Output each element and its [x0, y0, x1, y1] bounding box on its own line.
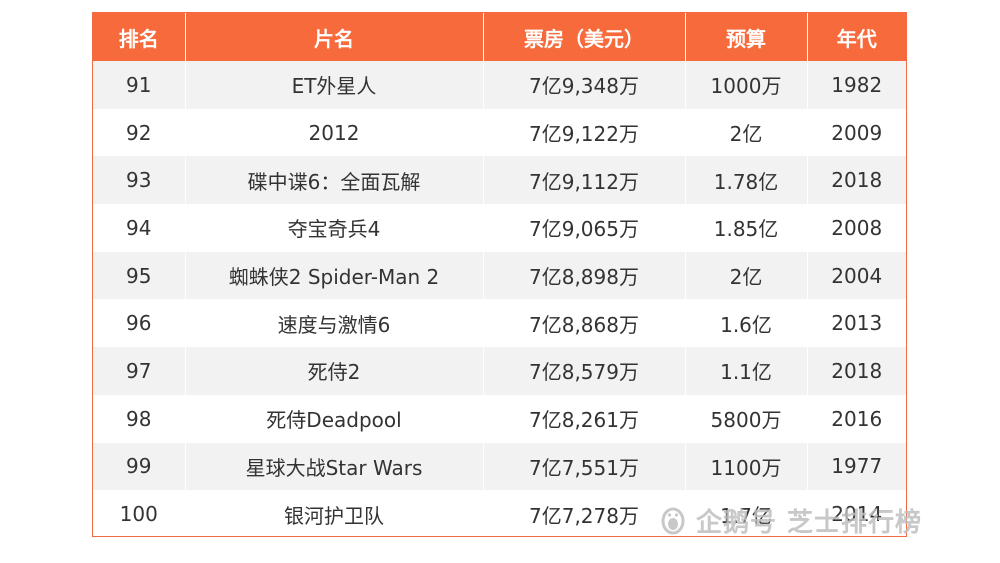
- header-budget: 预算: [685, 13, 808, 61]
- cell-box-office: 7亿8,898万: [483, 251, 686, 300]
- box-office-table: 排名 片名 票房（美元） 预算 年代 91 ET外星人 7亿9,348万 1000万 1…: [93, 13, 906, 536]
- cell-budget: 1000万: [685, 61, 808, 109]
- table-row: 98 死侍Deadpool 7亿8,261万 5800万 2016: [93, 394, 906, 443]
- cell-rank: 99: [93, 442, 186, 491]
- cell-title: 碟中谍6：全面瓦解: [185, 156, 484, 205]
- header-rank: 排名: [93, 13, 186, 61]
- cell-budget: 2亿: [685, 108, 808, 157]
- box-office-table-container: 排名 片名 票房（美元） 预算 年代 91 ET外星人 7亿9,348万 1000万 1…: [92, 12, 907, 537]
- cell-box-office: 7亿9,112万: [483, 156, 686, 205]
- table-row: 95 蜘蛛侠2 Spider-Man 2 7亿8,898万 2亿 2004: [93, 251, 906, 300]
- cell-budget: 1.78亿: [685, 156, 808, 205]
- cell-title: 死侍2: [185, 347, 484, 395]
- cell-box-office: 7亿8,261万: [483, 394, 686, 443]
- cell-title: 速度与激情6: [185, 299, 484, 348]
- cell-title: ET外星人: [185, 61, 484, 109]
- cell-budget: 5800万: [685, 394, 808, 443]
- cell-year: 1982: [831, 72, 883, 97]
- cell-budget: 2亿: [685, 251, 808, 300]
- cell-title: 星球大战Star Wars: [185, 442, 484, 491]
- cell-budget: 1.85亿: [685, 204, 808, 252]
- cell-year: 1977: [831, 454, 883, 479]
- header-title: 片名: [185, 13, 484, 61]
- cell-box-office: 7亿7,278万: [483, 490, 686, 536]
- cell-title: 银河护卫队: [185, 490, 484, 536]
- cell-box-office: 7亿8,868万: [483, 299, 686, 348]
- cell-year: 2008: [831, 215, 883, 240]
- table-body: 91 ET外星人 7亿9,348万 1000万 1982 92 2012 7亿9,122万 2亿…: [93, 61, 906, 536]
- cell-title: 夺宝奇兵4: [185, 204, 484, 252]
- cell-rank: 96: [93, 299, 186, 348]
- cell-rank: 98: [93, 394, 186, 443]
- cell-title: 2012: [185, 108, 484, 157]
- cell-rank: 92: [93, 108, 186, 157]
- table-row: 92 2012 7亿9,122万 2亿 2009: [93, 108, 906, 157]
- cell-rank: 100: [93, 490, 186, 536]
- table-row: 97 死侍2 7亿8,579万 1.1亿 2018: [93, 347, 906, 395]
- cell-rank: 97: [93, 347, 186, 395]
- table-row: 100 银河护卫队 7亿7,278万 1.7亿 2014: [93, 490, 906, 536]
- cell-budget: 1100万: [685, 442, 808, 491]
- cell-rank: 93: [93, 156, 186, 205]
- cell-box-office: 7亿8,579万: [483, 347, 686, 395]
- table-row: 93 碟中谍6：全面瓦解 7亿9,112万 1.78亿 2018: [93, 156, 906, 205]
- header-box-office: 票房（美元）: [483, 13, 686, 61]
- cell-box-office: 7亿9,065万: [483, 204, 686, 252]
- table-row: 94 夺宝奇兵4 7亿9,065万 1.85亿 2008: [93, 204, 906, 252]
- cell-budget: 1.1亿: [685, 347, 808, 395]
- header-year: 年代: [836, 26, 877, 51]
- cell-box-office: 7亿9,122万: [483, 108, 686, 157]
- table-row: 91 ET外星人 7亿9,348万 1000万 1982: [93, 61, 906, 109]
- cell-year: 2009: [831, 120, 883, 145]
- cell-title: 蜘蛛侠2 Spider-Man 2: [185, 251, 484, 300]
- cell-title: 死侍Deadpool: [185, 394, 484, 443]
- cell-rank: 91: [93, 61, 186, 109]
- cell-year: 2013: [831, 311, 883, 336]
- table-header-row: 排名 片名 票房（美元） 预算 年代: [93, 13, 906, 61]
- cell-year: 2014: [831, 502, 883, 527]
- cell-rank: 94: [93, 204, 186, 252]
- cell-budget: 1.7亿: [685, 490, 808, 536]
- cell-box-office: 7亿7,551万: [483, 442, 686, 491]
- cell-box-office: 7亿9,348万: [483, 61, 686, 109]
- cell-year: 2004: [831, 263, 883, 288]
- cell-year: 2018: [831, 168, 883, 193]
- cell-year: 2018: [831, 358, 883, 383]
- cell-rank: 95: [93, 251, 186, 300]
- table-row: 96 速度与激情6 7亿8,868万 1.6亿 2013: [93, 299, 906, 348]
- cell-year: 2016: [831, 406, 883, 431]
- table-row: 99 星球大战Star Wars 7亿7,551万 1100万 1977: [93, 442, 906, 491]
- cell-budget: 1.6亿: [685, 299, 808, 348]
